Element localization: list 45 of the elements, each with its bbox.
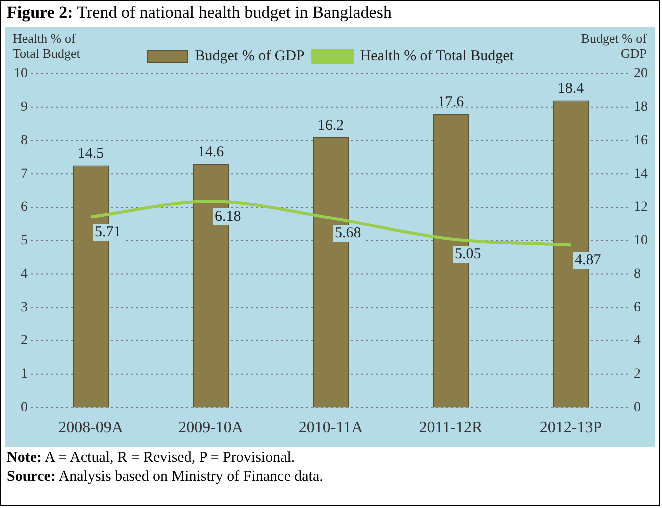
source-note: Source: Analysis based on Ministry of Finance data. bbox=[7, 469, 324, 485]
legend-label: Health % of Total Budget bbox=[360, 48, 515, 64]
chart-title: Figure 2: Trend of national health budget in Bangladesh bbox=[7, 3, 392, 22]
y2-tick-label: 16 bbox=[634, 133, 648, 148]
x-tick-label: 2008-09A bbox=[58, 420, 124, 437]
data-label: 17.6 bbox=[438, 94, 465, 110]
y-tick-label: 7 bbox=[21, 166, 28, 182]
y2-tick-label: 2 bbox=[634, 367, 641, 382]
y-tick-label: 1 bbox=[21, 367, 28, 382]
y-tick-label: 3 bbox=[21, 300, 28, 316]
data-label: 16.2 bbox=[318, 118, 344, 134]
y-tick-label: 8 bbox=[21, 133, 28, 148]
x-tick-label: 2009-10A bbox=[178, 420, 244, 437]
y2-tick-label: 6 bbox=[634, 300, 641, 316]
text: Note: A = Actual, R = Revised, P = Provisional. bbox=[7, 450, 296, 466]
y-tick-label: 4 bbox=[21, 266, 28, 282]
y2-tick-label: 0 bbox=[634, 400, 641, 416]
y-tick-label: 10 bbox=[14, 66, 28, 82]
y-axis-title: Health % of Total Budget bbox=[13, 31, 82, 61]
x-tick-label: 2011-12R bbox=[419, 420, 484, 437]
y-tick-label: 9 bbox=[21, 100, 28, 116]
data-label: 18.4 bbox=[558, 81, 585, 98]
data-label: 14.6 bbox=[198, 144, 225, 161]
x-tick-label: 2012-13P bbox=[540, 420, 602, 437]
x-tick-label: 2010-11A bbox=[298, 420, 364, 437]
data-label: 5.05 bbox=[455, 246, 482, 263]
line-series bbox=[90, 200, 572, 247]
y-tick-label: 0 bbox=[21, 400, 28, 416]
y-tick-label: 2 bbox=[21, 334, 28, 349]
data-label: 6.18 bbox=[215, 208, 242, 225]
y-tick-label: 6 bbox=[21, 200, 28, 216]
legend-label: Budget % of GDP bbox=[195, 48, 305, 64]
y2-tick-label: 20 bbox=[634, 66, 648, 82]
data-label: 5.71 bbox=[95, 224, 122, 241]
y2-tick-label: 18 bbox=[634, 100, 648, 116]
y2-tick-label: 4 bbox=[634, 334, 641, 349]
y2-tick-label: 12 bbox=[634, 200, 648, 216]
y-tick-label: 5 bbox=[21, 234, 28, 249]
data-label: 14.5 bbox=[78, 146, 104, 162]
y2-axis-title: Budget % of GDP bbox=[580, 31, 647, 61]
y2-tick-label: 14 bbox=[634, 166, 648, 182]
y2-tick-label: 10 bbox=[634, 234, 648, 249]
y2-tick-label: 8 bbox=[634, 266, 641, 282]
data-label: 5.68 bbox=[335, 226, 362, 242]
data-label: 4.87 bbox=[575, 252, 602, 269]
